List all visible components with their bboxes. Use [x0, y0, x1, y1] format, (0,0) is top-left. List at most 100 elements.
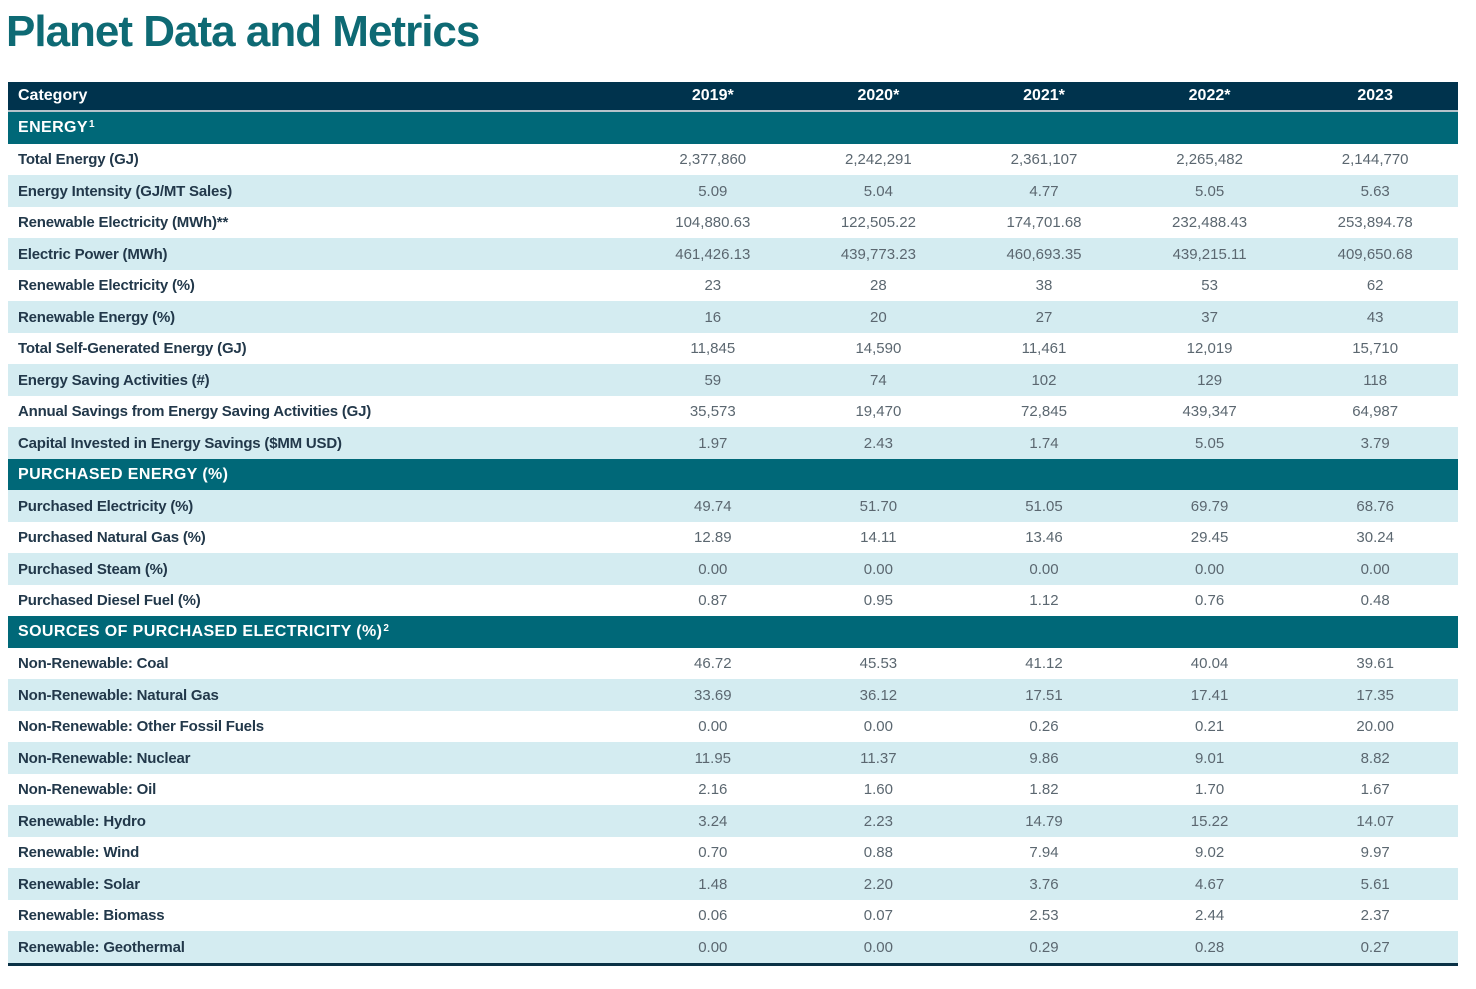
row-value: 14,590 [855, 340, 902, 358]
column-header-category: Category [18, 87, 88, 105]
row-label: Purchased Steam (%) [18, 560, 168, 578]
row-value: 409,650.68 [1337, 245, 1413, 263]
row-value: 9.01 [1194, 749, 1225, 767]
row-value: 40.04 [1190, 655, 1229, 673]
row-value: 2.53 [1029, 907, 1059, 925]
row-value: 46.72 [694, 655, 732, 673]
row-value: 0.00 [698, 718, 728, 736]
row-label: Annual Savings from Energy Saving Activi… [18, 403, 372, 421]
row-value: 0.00 [1360, 560, 1390, 578]
row-value: 3.76 [1029, 875, 1059, 893]
row-label: Total Energy (GJ) [18, 151, 139, 169]
row-value: 30.24 [1356, 529, 1394, 547]
row-value: 0.27 [1360, 938, 1390, 956]
row-value: 0.88 [863, 844, 893, 862]
row-value: 1.12 [1029, 592, 1059, 610]
row-value: 1.74 [1029, 434, 1059, 452]
row-label: Electric Power (MWh) [18, 245, 168, 263]
row-label: Renewable: Solar [18, 875, 140, 893]
row-label: Renewable Energy (%) [18, 308, 175, 326]
row-value: 0.06 [698, 907, 728, 925]
row-label: Capital Invested in Energy Savings ($MM … [18, 434, 342, 452]
row-value: 17.51 [1025, 686, 1063, 704]
table-row: Purchased Electricity (%) 49.74 51.70 51.05… [8, 490, 1458, 522]
row-value: 28 [870, 277, 887, 295]
row-value: 14.11 [860, 529, 897, 547]
row-value: 74 [870, 371, 887, 389]
row-value: 15,710 [1352, 340, 1399, 358]
row-value: 62 [1366, 277, 1384, 295]
row-value: 11.95 [694, 749, 732, 767]
table-row: Purchased Steam (%) 0.00 0.00 0.00 0.00 0.00 [8, 553, 1458, 585]
section-title: SOURCES OF PURCHASED ELECTRICITY (%) 2 [8, 616, 389, 648]
row-label: Non-Renewable: Other Fossil Fuels [18, 718, 264, 736]
row-value: 11,461 [1021, 340, 1067, 358]
row-value: 0.00 [698, 938, 728, 956]
row-value: 0.28 [1194, 938, 1225, 956]
row-value: 2,242,291 [845, 151, 912, 169]
row-value: 2,361,107 [1010, 151, 1078, 169]
row-value: 5.61 [1360, 875, 1390, 893]
column-header-year: 2022* [1188, 87, 1231, 105]
row-value: 461,426.13 [675, 245, 751, 263]
section-title: PURCHASED ENERGY (%) [8, 459, 228, 491]
row-value: 253,894.78 [1337, 214, 1413, 232]
metrics-table: Category 2019* 2020* 2021* 2022* 2023 ENERGY… [8, 82, 1458, 966]
row-label: Renewable: Wind [18, 844, 140, 862]
row-label: Purchased Natural Gas (%) [18, 529, 206, 547]
table-row: Non-Renewable: Natural Gas 33.69 36.12 17.5… [8, 679, 1458, 711]
row-value: 51.05 [1025, 497, 1063, 515]
row-value: 0.00 [1194, 560, 1225, 578]
row-value: 5.09 [698, 182, 728, 200]
table-row: Purchased Diesel Fuel (%) 0.87 0.95 1.12 0.7… [8, 584, 1458, 617]
column-header-year: 2019* [691, 87, 734, 105]
row-value: 27 [1035, 308, 1053, 326]
row-value: 17.35 [1356, 686, 1394, 704]
row-value: 14.79 [1025, 812, 1063, 830]
row-value: 16 [704, 308, 722, 326]
table-row: Purchased Natural Gas (%) 12.89 14.11 13.46… [8, 521, 1458, 554]
row-label: Renewable Electricity (%) [18, 277, 195, 295]
row-value: 0.70 [698, 844, 728, 862]
row-value: 72,845 [1021, 403, 1067, 421]
section-title-superscript: 2 [383, 622, 390, 634]
row-label: Non-Renewable: Natural Gas [18, 686, 219, 704]
row-label: Renewable: Hydro [18, 812, 146, 830]
table-row: Renewable: Hydro 3.24 2.23 14.79 15.22 14.07 [8, 805, 1458, 837]
table-row: Renewable: Geothermal 0.00 0.00 0.29 0.28 0.2… [8, 931, 1458, 963]
column-header-year: 2023 [1357, 87, 1393, 105]
table-body: ENERGY 1 Total Energy (GJ) 2,377,860 2,242,2… [8, 112, 1458, 963]
section-title-superscript: 1 [88, 118, 95, 130]
row-label: Non-Renewable: Oil [18, 781, 157, 799]
row-value: 29.45 [1190, 529, 1229, 547]
row-label: Purchased Diesel Fuel (%) [18, 592, 201, 610]
row-value: 1.70 [1194, 781, 1225, 799]
row-value: 36.12 [859, 686, 898, 704]
row-value: 4.67 [1194, 875, 1225, 893]
table-row: Renewable Electricity (MWh)** 104,880.63 1… [8, 206, 1458, 239]
row-value: 0.00 [698, 560, 728, 578]
table-row: Electric Power (MWh) 461,426.13 439,773.23… [8, 238, 1458, 270]
row-label: Non-Renewable: Coal [18, 655, 169, 673]
section-title-text: SOURCES OF PURCHASED ELECTRICITY (%) [18, 623, 383, 641]
row-value: 35,573 [689, 403, 736, 421]
row-value: 439,347 [1182, 403, 1237, 421]
row-value: 23 [704, 277, 722, 295]
section-title: ENERGY 1 [8, 112, 95, 144]
section-header-row: PURCHASED ENERGY (%) [8, 458, 1458, 491]
section-header-row: SOURCES OF PURCHASED ELECTRICITY (%) 2 [8, 616, 1458, 648]
row-value: 45.53 [859, 655, 898, 673]
row-value: 0.00 [863, 718, 893, 736]
table-row: Energy Intensity (GJ/MT Sales) 5.09 5.04 4.… [8, 175, 1458, 207]
row-value: 69.79 [1190, 497, 1229, 515]
row-value: 59 [704, 371, 722, 389]
row-value: 129 [1197, 371, 1223, 389]
row-value: 2.43 [863, 434, 893, 452]
row-value: 0.21 [1194, 718, 1225, 736]
row-value: 9.97 [1360, 844, 1390, 862]
row-value: 2.20 [863, 875, 893, 893]
row-value: 102 [1031, 371, 1057, 389]
row-value: 0.26 [1029, 718, 1059, 736]
row-value: 0.76 [1194, 592, 1225, 610]
row-value: 3.24 [698, 812, 728, 830]
